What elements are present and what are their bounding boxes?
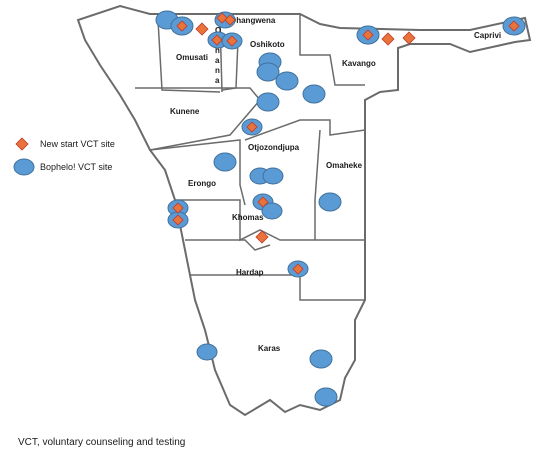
new-start-site — [402, 31, 416, 45]
new-start-site — [362, 29, 374, 41]
label-ohangwena: Ohangwena — [230, 16, 276, 25]
label-caprivi: Caprivi — [474, 31, 501, 40]
new-start-sites — [172, 12, 520, 275]
legend: New start VCT site Bophelo! VCT site — [13, 137, 115, 176]
new-start-site — [246, 121, 258, 133]
bophelo-site — [275, 71, 299, 91]
namibia-outline — [76, 4, 532, 417]
new-start-site — [176, 20, 188, 32]
label-omaheke: Omaheke — [326, 161, 363, 170]
new-start-site — [224, 14, 236, 26]
label-oshana-5: n — [215, 66, 220, 75]
bophelo-site — [318, 192, 342, 212]
label-oshikoto: Oshikoto — [250, 40, 285, 49]
new-start-site — [211, 34, 223, 46]
label-khomas: Khomas — [232, 213, 264, 222]
new-start-site — [292, 263, 304, 275]
new-start-site — [216, 12, 228, 24]
bophelo-sites — [155, 10, 526, 407]
label-otjozondjupa: Otjozondjupa — [248, 143, 300, 152]
bophelo-site — [256, 62, 280, 82]
bophelo-site — [196, 343, 218, 361]
label-erongo: Erongo — [188, 179, 216, 188]
bophelo-site — [262, 167, 284, 185]
new-start-site — [195, 22, 209, 36]
bophelo-site — [261, 202, 283, 220]
bophelo-site — [309, 349, 333, 369]
new-start-site — [508, 20, 520, 32]
legend-bophelo-label: Bophelo! VCT site — [40, 162, 112, 172]
bophelo-site — [213, 152, 237, 172]
label-hardap: Hardap — [236, 268, 264, 277]
footnote: VCT, voluntary counseling and testing — [18, 437, 186, 448]
label-oshana-6: a — [215, 76, 220, 85]
new-start-site — [172, 214, 184, 226]
bophelo-site — [256, 92, 280, 112]
label-oshana-1: O — [215, 26, 221, 35]
label-oshana-3: h — [215, 46, 220, 55]
new-start-site — [257, 196, 269, 208]
bophelo-site — [314, 387, 338, 407]
bophelo-site — [302, 84, 326, 104]
label-karas: Karas — [258, 344, 281, 353]
new-start-site — [226, 35, 238, 47]
new-start-site — [381, 32, 395, 46]
legend-new-start-label: New start VCT site — [40, 139, 115, 149]
legend-new-start-icon — [15, 137, 29, 151]
label-omusati: Omusati — [176, 53, 208, 62]
label-kunene: Kunene — [170, 107, 200, 116]
new-start-site — [255, 230, 269, 244]
legend-bophelo-icon — [13, 158, 35, 176]
new-start-site — [172, 202, 184, 214]
label-oshana-4: a — [215, 56, 220, 65]
label-kavango: Kavango — [342, 59, 376, 68]
